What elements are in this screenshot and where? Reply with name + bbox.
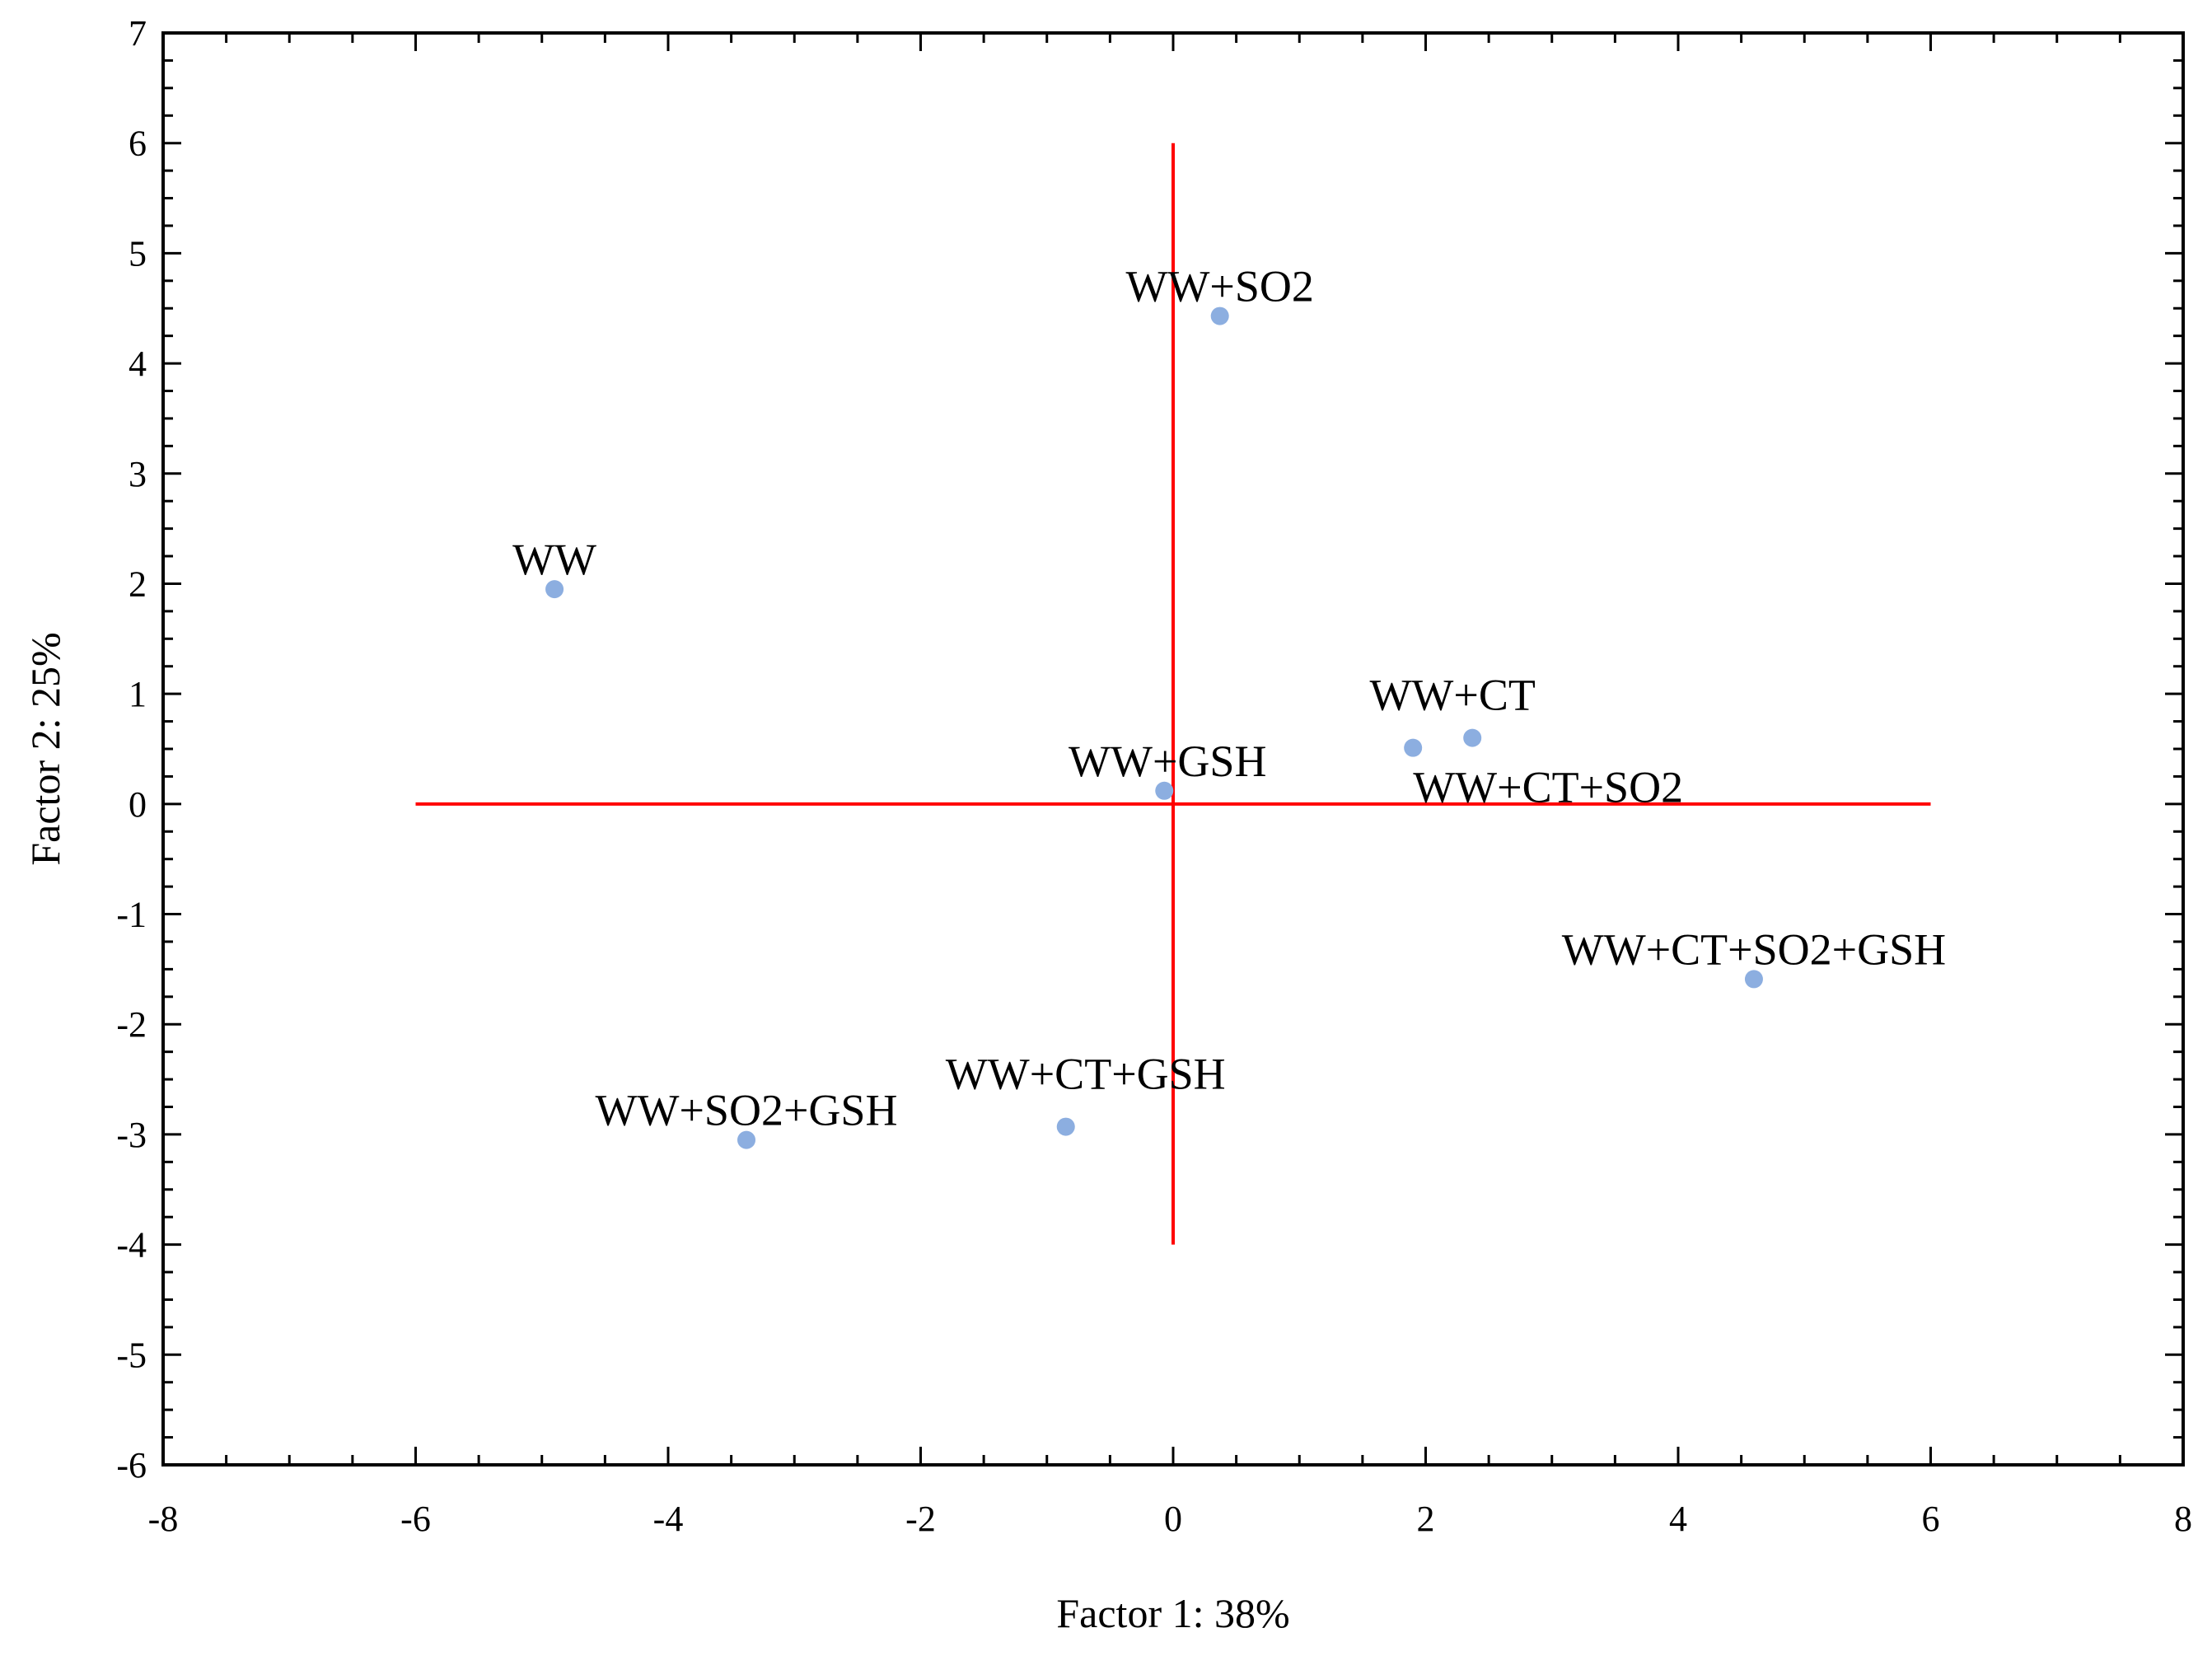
y-tick-label: 1 <box>129 674 147 714</box>
y-tick-label: 7 <box>129 13 147 54</box>
data-point <box>1404 738 1423 757</box>
data-point-label: WW+CT+SO2 <box>1413 763 1683 812</box>
x-tick-label: -2 <box>905 1499 936 1539</box>
y-axis-ticks: -6 -5 -4 -3 -2 -1 0 1 2 3 4 5 6 7 <box>116 13 2183 1485</box>
y-tick-label: 3 <box>129 454 147 494</box>
x-tick-label: -8 <box>148 1499 179 1539</box>
reference-lines <box>415 143 1931 1245</box>
y-tick-label: -1 <box>116 895 147 935</box>
y-tick-label: 4 <box>129 344 147 384</box>
y-axis-title: Factor 2: 25% <box>22 632 68 865</box>
x-tick-label: 0 <box>1164 1499 1182 1539</box>
data-point <box>1056 1117 1075 1136</box>
y-tick-label: 2 <box>129 564 147 604</box>
x-tick-label: 4 <box>1669 1499 1687 1539</box>
x-tick-label: -6 <box>400 1499 431 1539</box>
data-point <box>1744 970 1763 989</box>
y-tick-label: -4 <box>116 1225 147 1265</box>
y-tick-label: 0 <box>129 784 147 825</box>
y-tick-label: -3 <box>116 1115 147 1155</box>
x-tick-label: 6 <box>1922 1499 1940 1539</box>
y-tick-label: -2 <box>116 1004 147 1045</box>
x-tick-label: 2 <box>1417 1499 1435 1539</box>
y-tick-label: 6 <box>129 124 147 164</box>
data-point-label: WW+CT+GSH <box>946 1050 1226 1099</box>
data-point <box>1155 781 1174 800</box>
y-tick-label: 5 <box>129 233 147 274</box>
data-point-label: WW+CT+SO2+GSH <box>1562 924 1946 974</box>
data-point-label: WW+SO2 <box>1125 262 1313 311</box>
data-point <box>1210 306 1229 325</box>
data-point-label: WW+CT <box>1369 671 1535 720</box>
data-point-label: WW+SO2+GSH <box>596 1086 898 1135</box>
data-point <box>737 1130 756 1149</box>
data-point <box>545 580 564 599</box>
data-point-label: WW+GSH <box>1069 737 1266 786</box>
data-point-label: WW <box>512 535 596 584</box>
x-axis-ticks: -8 -6 -4 -2 0 2 4 6 8 <box>148 33 2192 1539</box>
data-points: WW WW+SO2 WW+GSH WW+CT WW+CT+SO2 WW+CT+SO2+GS… <box>512 262 1946 1149</box>
y-tick-label: -6 <box>116 1445 147 1485</box>
x-axis-title: Factor 1: 38% <box>1056 1590 1289 1636</box>
x-tick-label: -4 <box>653 1499 684 1539</box>
y-tick-label: -5 <box>116 1335 147 1375</box>
x-tick-label: 8 <box>2174 1499 2192 1539</box>
data-point <box>1463 728 1482 747</box>
